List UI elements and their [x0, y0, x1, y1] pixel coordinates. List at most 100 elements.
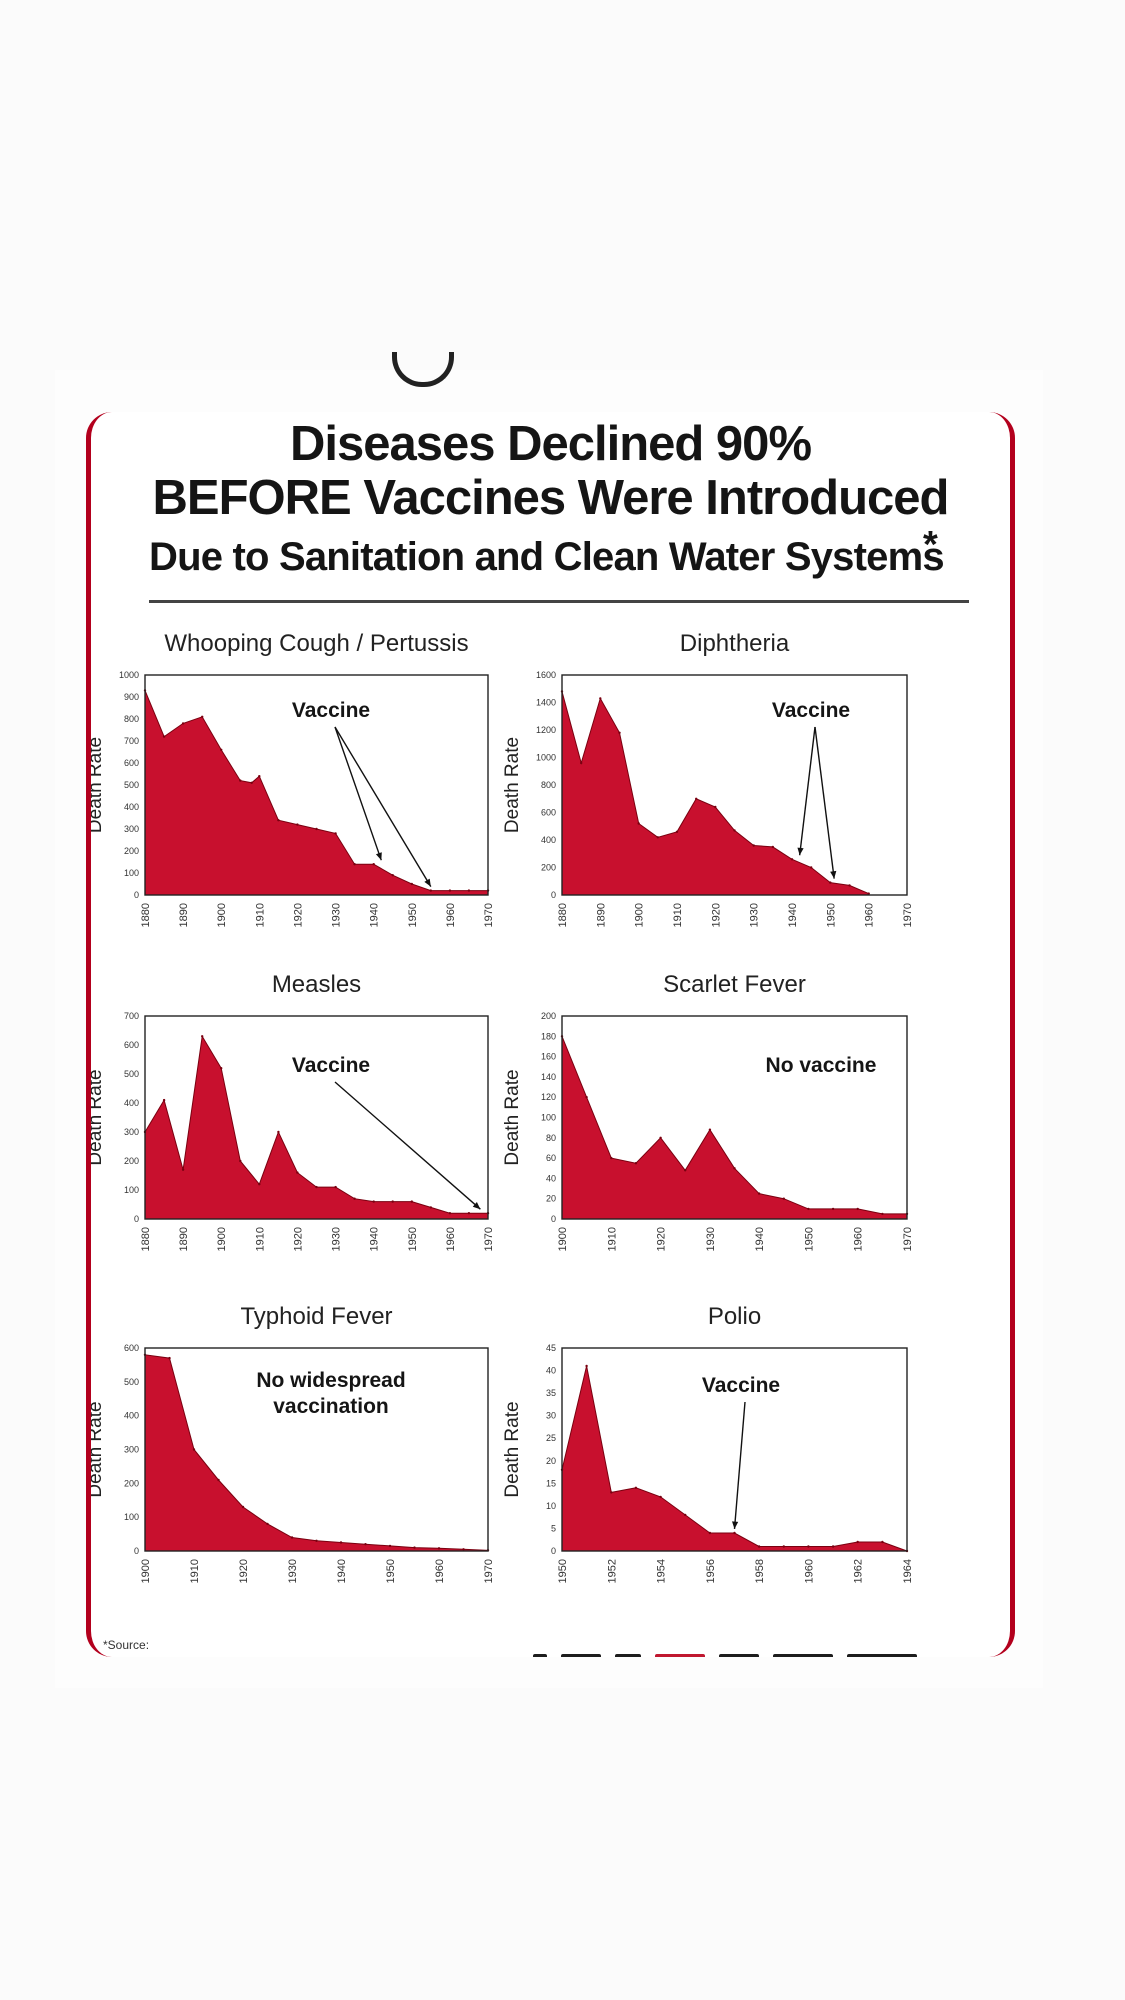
y-tick-label: 40	[546, 1173, 556, 1183]
data-point	[462, 1548, 465, 1551]
y-tick-label: 120	[541, 1092, 556, 1102]
y-tick-label: 180	[541, 1031, 556, 1041]
data-point	[848, 884, 851, 887]
x-tick-label: 1900	[557, 1227, 569, 1251]
data-point	[391, 874, 394, 877]
data-point	[372, 863, 375, 866]
data-point	[467, 1212, 471, 1215]
y-tick-label: 40	[546, 1366, 556, 1376]
chart-annotation: Vaccine	[772, 699, 850, 722]
y-tick-label: 45	[546, 1343, 556, 1353]
data-point	[881, 1540, 884, 1544]
data-point	[733, 1167, 736, 1170]
infographic-title-line2: BEFORE Vaccines Were Introduced	[152, 471, 950, 525]
data-point	[429, 1206, 432, 1209]
chart-annotation: No vaccine	[766, 1054, 877, 1077]
data-point	[881, 1212, 884, 1216]
x-tick-label: 1910	[254, 903, 266, 927]
infographic-title-line1: Diseases Declined 90%	[289, 417, 812, 471]
data-point	[684, 1169, 687, 1172]
data-point	[277, 819, 280, 822]
data-point	[585, 1364, 588, 1368]
y-tick-label: 600	[124, 1343, 139, 1353]
data-point	[659, 1136, 662, 1139]
y-tick-label: 400	[124, 1098, 139, 1108]
arrow-head	[375, 852, 382, 861]
data-point	[807, 1207, 810, 1211]
data-point	[867, 892, 870, 895]
data-point	[634, 1486, 638, 1490]
data-point	[580, 761, 583, 765]
annotation-arrow	[334, 726, 432, 887]
data-point	[353, 1197, 356, 1200]
x-tick-label: 1880	[140, 903, 152, 927]
y-axis-label: Death Rate	[91, 1069, 106, 1165]
data-point	[831, 1545, 835, 1548]
data-point	[334, 832, 337, 835]
x-tick-label: 1910	[189, 1559, 201, 1583]
x-tick-label: 1952	[606, 1559, 618, 1583]
data-point	[807, 1545, 810, 1548]
x-tick-label: 1960	[445, 903, 457, 927]
y-tick-label: 200	[124, 846, 139, 856]
data-point	[810, 866, 813, 869]
annotation-arrow	[814, 726, 835, 879]
x-tick-label: 1890	[178, 903, 190, 927]
y-tick-label: 600	[541, 808, 556, 818]
data-point	[388, 1544, 392, 1548]
x-tick-label: 1970	[902, 903, 914, 927]
data-point	[220, 748, 223, 751]
chart-annotation: Vaccine	[292, 699, 370, 722]
data-point	[290, 1536, 294, 1539]
chart-panel-2: Measles Death Rate 0 100 200 300 400 500 600 700 1…	[91, 971, 495, 1251]
data-point	[296, 823, 299, 826]
data-point	[334, 1185, 337, 1189]
data-point	[856, 1207, 859, 1211]
y-tick-label: 700	[124, 1011, 139, 1021]
data-point	[239, 1159, 242, 1163]
y-tick-label: 500	[124, 1377, 139, 1387]
x-tick-label: 1890	[595, 903, 607, 927]
y-tick-label: 0	[134, 1214, 139, 1224]
y-tick-label: 400	[124, 1411, 139, 1421]
y-tick-label: 200	[124, 1156, 139, 1166]
x-tick-label: 1970	[483, 1227, 495, 1251]
title-divider	[149, 600, 969, 603]
plot-frame	[144, 1015, 489, 1220]
chart-panel-5: Polio Death Rate 0 5 10 15 20 25 30 35 40 45 1950 195…	[502, 1303, 914, 1583]
data-point	[757, 1545, 761, 1548]
x-tick-label: 1960	[434, 1559, 446, 1583]
data-point	[168, 1356, 171, 1360]
x-tick-label: 1880	[140, 1227, 152, 1251]
y-tick-label: 200	[124, 1478, 139, 1488]
footer-logo-cropped	[533, 1644, 973, 1657]
y-tick-label: 1000	[119, 670, 139, 680]
x-tick-label: 1910	[672, 903, 684, 927]
data-point	[192, 1448, 196, 1451]
x-tick-label: 1970	[483, 903, 495, 927]
x-tick-label: 1920	[292, 1227, 304, 1251]
data-point	[733, 829, 736, 832]
data-point	[733, 1531, 736, 1535]
x-tick-label: 1940	[754, 1227, 766, 1251]
data-point	[391, 1200, 394, 1203]
y-tick-label: 0	[551, 1214, 556, 1224]
x-tick-label: 1930	[331, 903, 343, 927]
data-point	[250, 781, 253, 784]
y-tick-label: 400	[541, 835, 556, 845]
data-point	[585, 1096, 588, 1099]
x-tick-label: 1956	[705, 1559, 717, 1583]
data-point	[714, 805, 717, 809]
data-point	[239, 779, 242, 782]
infographic-card: Diseases Declined 90% BEFORE Vaccines We…	[86, 412, 1015, 1657]
data-point	[610, 1491, 613, 1494]
x-tick-label: 1950	[407, 1227, 419, 1251]
x-tick-label: 1964	[902, 1559, 914, 1583]
x-tick-label: 1910	[606, 1227, 618, 1251]
data-point	[258, 1183, 261, 1186]
y-tick-label: 20	[546, 1194, 556, 1204]
data-point	[162, 1098, 166, 1102]
chart-title: Whooping Cough / Pertussis	[164, 630, 468, 657]
data-point	[448, 889, 452, 892]
x-tick-label: 1970	[483, 1559, 495, 1583]
